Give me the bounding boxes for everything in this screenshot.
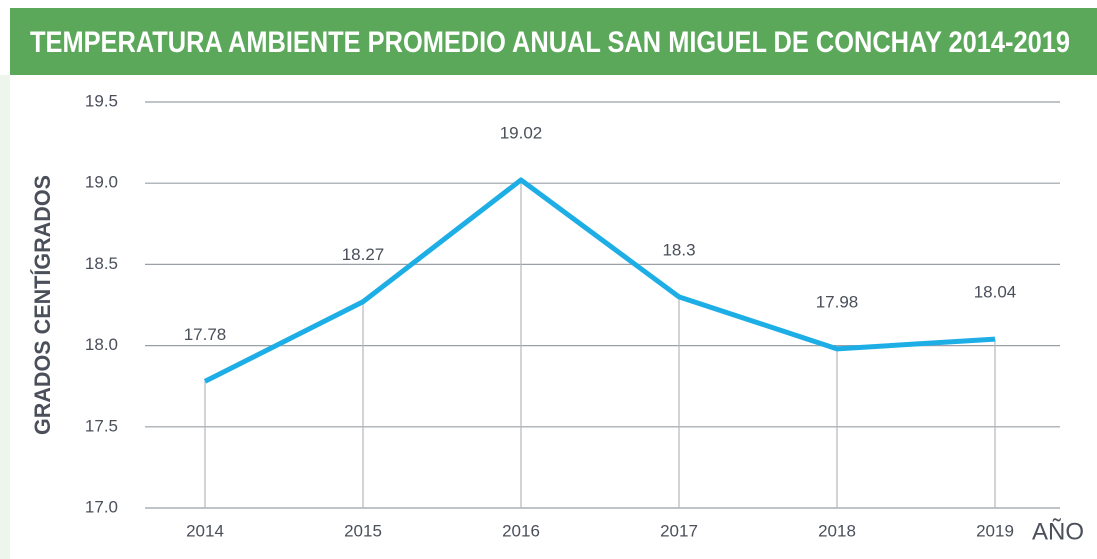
data-label: 19.02 bbox=[500, 123, 543, 142]
x-axis-label: AÑO bbox=[1032, 518, 1084, 545]
y-tick-label: 17.5 bbox=[85, 416, 118, 435]
data-line bbox=[203, 177, 996, 384]
y-tick-label: 19.5 bbox=[85, 91, 118, 110]
y-tick-label: 18.0 bbox=[85, 335, 118, 354]
data-label: 18.3 bbox=[662, 240, 695, 259]
data-label: 17.98 bbox=[816, 292, 859, 311]
data-label: 18.04 bbox=[974, 283, 1017, 302]
title-band bbox=[10, 8, 1097, 75]
x-tick-label: 2019 bbox=[976, 521, 1014, 540]
chart-title: TEMPERATURA AMBIENTE PROMEDIO ANUAL SAN … bbox=[30, 26, 1070, 59]
x-tick-label: 2016 bbox=[502, 521, 540, 540]
x-tick-label: 2017 bbox=[660, 521, 698, 540]
x-tick-label: 2014 bbox=[186, 521, 224, 540]
x-tick-label: 2015 bbox=[344, 521, 382, 540]
data-label: 17.78 bbox=[184, 325, 227, 344]
y-tick-label: 17.0 bbox=[85, 497, 118, 516]
data-label: 18.27 bbox=[342, 245, 385, 264]
x-tick-label: 2018 bbox=[818, 521, 856, 540]
y-tick-label: 18.5 bbox=[85, 254, 118, 273]
y-axis-label: GRADOS CENTÍGRADOS bbox=[30, 175, 55, 435]
side-band bbox=[0, 75, 10, 559]
y-tick-label: 19.0 bbox=[85, 173, 118, 192]
